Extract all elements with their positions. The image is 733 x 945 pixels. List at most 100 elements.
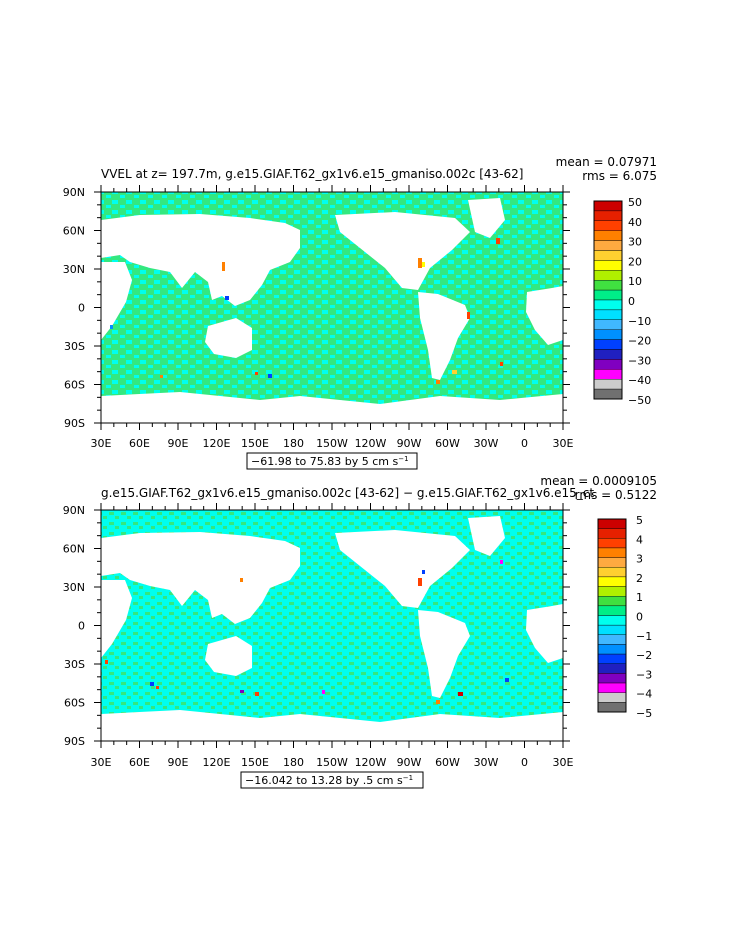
- panel-2-range-box: −16.042 to 13.28 by .5 cm s−1: [240, 771, 424, 789]
- panel-1-rms: rms = 6.075: [582, 169, 657, 183]
- panel-1: VVEL at z= 197.7m, g.e15.GIAF.T62_gx1v6.…: [63, 155, 657, 470]
- colorbar-box: [593, 210, 623, 221]
- panel-2-anomalies: [105, 560, 509, 704]
- panel-2-land-africa: [526, 604, 563, 663]
- colorbar-label: 20: [628, 255, 642, 268]
- panel-2-range-label: −16.042 to 13.28 by .5 cm s−1: [245, 774, 413, 787]
- colorbar-box: [597, 692, 627, 703]
- colorbar-label: −2: [636, 649, 652, 662]
- panel-2-colorbar-boxes: [597, 518, 627, 713]
- panel-2-y-axis: 90N 60N 30N 0 30S 60S 90S: [63, 504, 85, 748]
- colorbar-label: 0: [636, 611, 643, 624]
- colorbar-box: [597, 596, 627, 607]
- x-tick-label: 180: [283, 437, 304, 450]
- panel-1-land-antarctica: [101, 392, 563, 423]
- panel-1-land-australia: [205, 318, 252, 358]
- colorbar-box: [593, 240, 623, 251]
- colorbar-box: [593, 329, 623, 340]
- panel-1-range-label: −61.98 to 75.83 by 5 cm s−1: [251, 455, 409, 468]
- colorbar-label: 1: [636, 591, 643, 604]
- colorbar-box: [593, 388, 623, 400]
- x-tick-label: 120E: [203, 756, 231, 769]
- colorbar-label: −1: [636, 630, 652, 643]
- x-tick-label: 150E: [241, 756, 269, 769]
- colorbar-label: −50: [628, 394, 651, 407]
- y-tick-label: 60S: [64, 697, 85, 710]
- x-tick-label: 150W: [316, 756, 348, 769]
- x-tick-label: 0: [521, 756, 528, 769]
- colorbar-box: [597, 576, 627, 587]
- colorbar-box: [597, 586, 627, 597]
- colorbar-box: [597, 644, 627, 655]
- x-tick-label: 30E: [91, 437, 112, 450]
- panel-1-land-samerica: [418, 292, 470, 380]
- y-tick-label: 60N: [63, 225, 85, 238]
- colorbar-label: −30: [628, 354, 651, 367]
- colorbar-box: [597, 663, 627, 674]
- colorbar-box: [593, 220, 623, 231]
- colorbar-label: 4: [636, 533, 643, 546]
- colorbar-box: [593, 200, 623, 212]
- colorbar-box: [597, 538, 627, 549]
- y-tick-label: 90S: [64, 735, 85, 748]
- colorbar-box: [597, 653, 627, 664]
- x-tick-label: 150E: [241, 437, 269, 450]
- x-tick-label: 60W: [435, 756, 460, 769]
- panel-1-range-text: −61.98 to 75.83 by 5 cm s: [251, 455, 398, 468]
- panel-1-y-axis: 90N 60N 30N 0 30S 60S 90S: [63, 186, 85, 430]
- x-tick-label: 60E: [129, 756, 150, 769]
- x-tick-label: 0: [521, 437, 528, 450]
- x-tick-label: 90W: [397, 437, 422, 450]
- panel-1-mean: mean = 0.07971: [556, 155, 657, 169]
- panel-1-colorbar-boxes: [593, 200, 623, 400]
- y-tick-label: 90N: [63, 186, 85, 199]
- x-tick-label: 60E: [129, 437, 150, 450]
- x-tick-label: 30E: [553, 437, 574, 450]
- panel-2-land-africa-west: [101, 580, 132, 658]
- colorbar-box: [593, 359, 623, 370]
- panel-2-land-eurasia: [101, 532, 300, 624]
- panel-2-land-antarctica: [101, 710, 563, 741]
- panel-2-map: [94, 503, 570, 748]
- colorbar-box: [597, 682, 627, 693]
- panel-1-colorbar: 50 40 30 20 10 0 −10 −20 −30 −40 −50: [593, 196, 651, 407]
- panel-2-range-text: −16.042 to 13.28 by .5 cm s: [245, 774, 403, 787]
- colorbar-frame: [597, 518, 627, 713]
- y-tick-label: 30S: [64, 340, 85, 353]
- colorbar-box: [597, 567, 627, 578]
- x-tick-label: 90W: [397, 756, 422, 769]
- y-tick-label: 90N: [63, 504, 85, 517]
- x-tick-label: 90E: [168, 756, 189, 769]
- colorbar-label: 5: [636, 514, 643, 527]
- colorbar-box: [593, 289, 623, 301]
- colorbar-label: −3: [636, 668, 652, 681]
- x-tick-label: 180: [283, 756, 304, 769]
- panel-2-land-namerica: [335, 530, 470, 608]
- x-tick-label: 30W: [474, 437, 499, 450]
- y-tick-label: 30N: [63, 263, 85, 276]
- colorbar-box: [593, 299, 623, 311]
- panel-1-land-greenland: [468, 198, 505, 238]
- y-tick-label: 60N: [63, 543, 85, 556]
- panel-2-land-samerica: [418, 610, 470, 698]
- x-tick-label: 90E: [168, 437, 189, 450]
- panel-2-mean: mean = 0.0009105: [540, 474, 657, 488]
- panel-2-x-axis: 30E 60E 90E 120E 150E 180 150W 120W 90W …: [91, 756, 574, 769]
- colorbar-box: [597, 547, 627, 558]
- colorbar-box: [597, 518, 627, 529]
- colorbar-box: [593, 349, 623, 360]
- panel-1-land-africa: [526, 286, 563, 345]
- x-tick-label: 120W: [355, 437, 387, 450]
- colorbar-label: 50: [628, 196, 642, 209]
- colorbar-box: [593, 280, 623, 291]
- panel-1-anomalies: [110, 238, 503, 384]
- x-tick-label: 120W: [355, 756, 387, 769]
- colorbar-label: 2: [636, 572, 643, 585]
- colorbar-box: [593, 250, 623, 261]
- colorbar-box: [593, 339, 623, 350]
- colorbar-label: −10: [628, 315, 651, 328]
- colorbar-box: [597, 605, 627, 616]
- panel-2-range-exp: −1: [403, 774, 413, 782]
- y-tick-label: 30N: [63, 581, 85, 594]
